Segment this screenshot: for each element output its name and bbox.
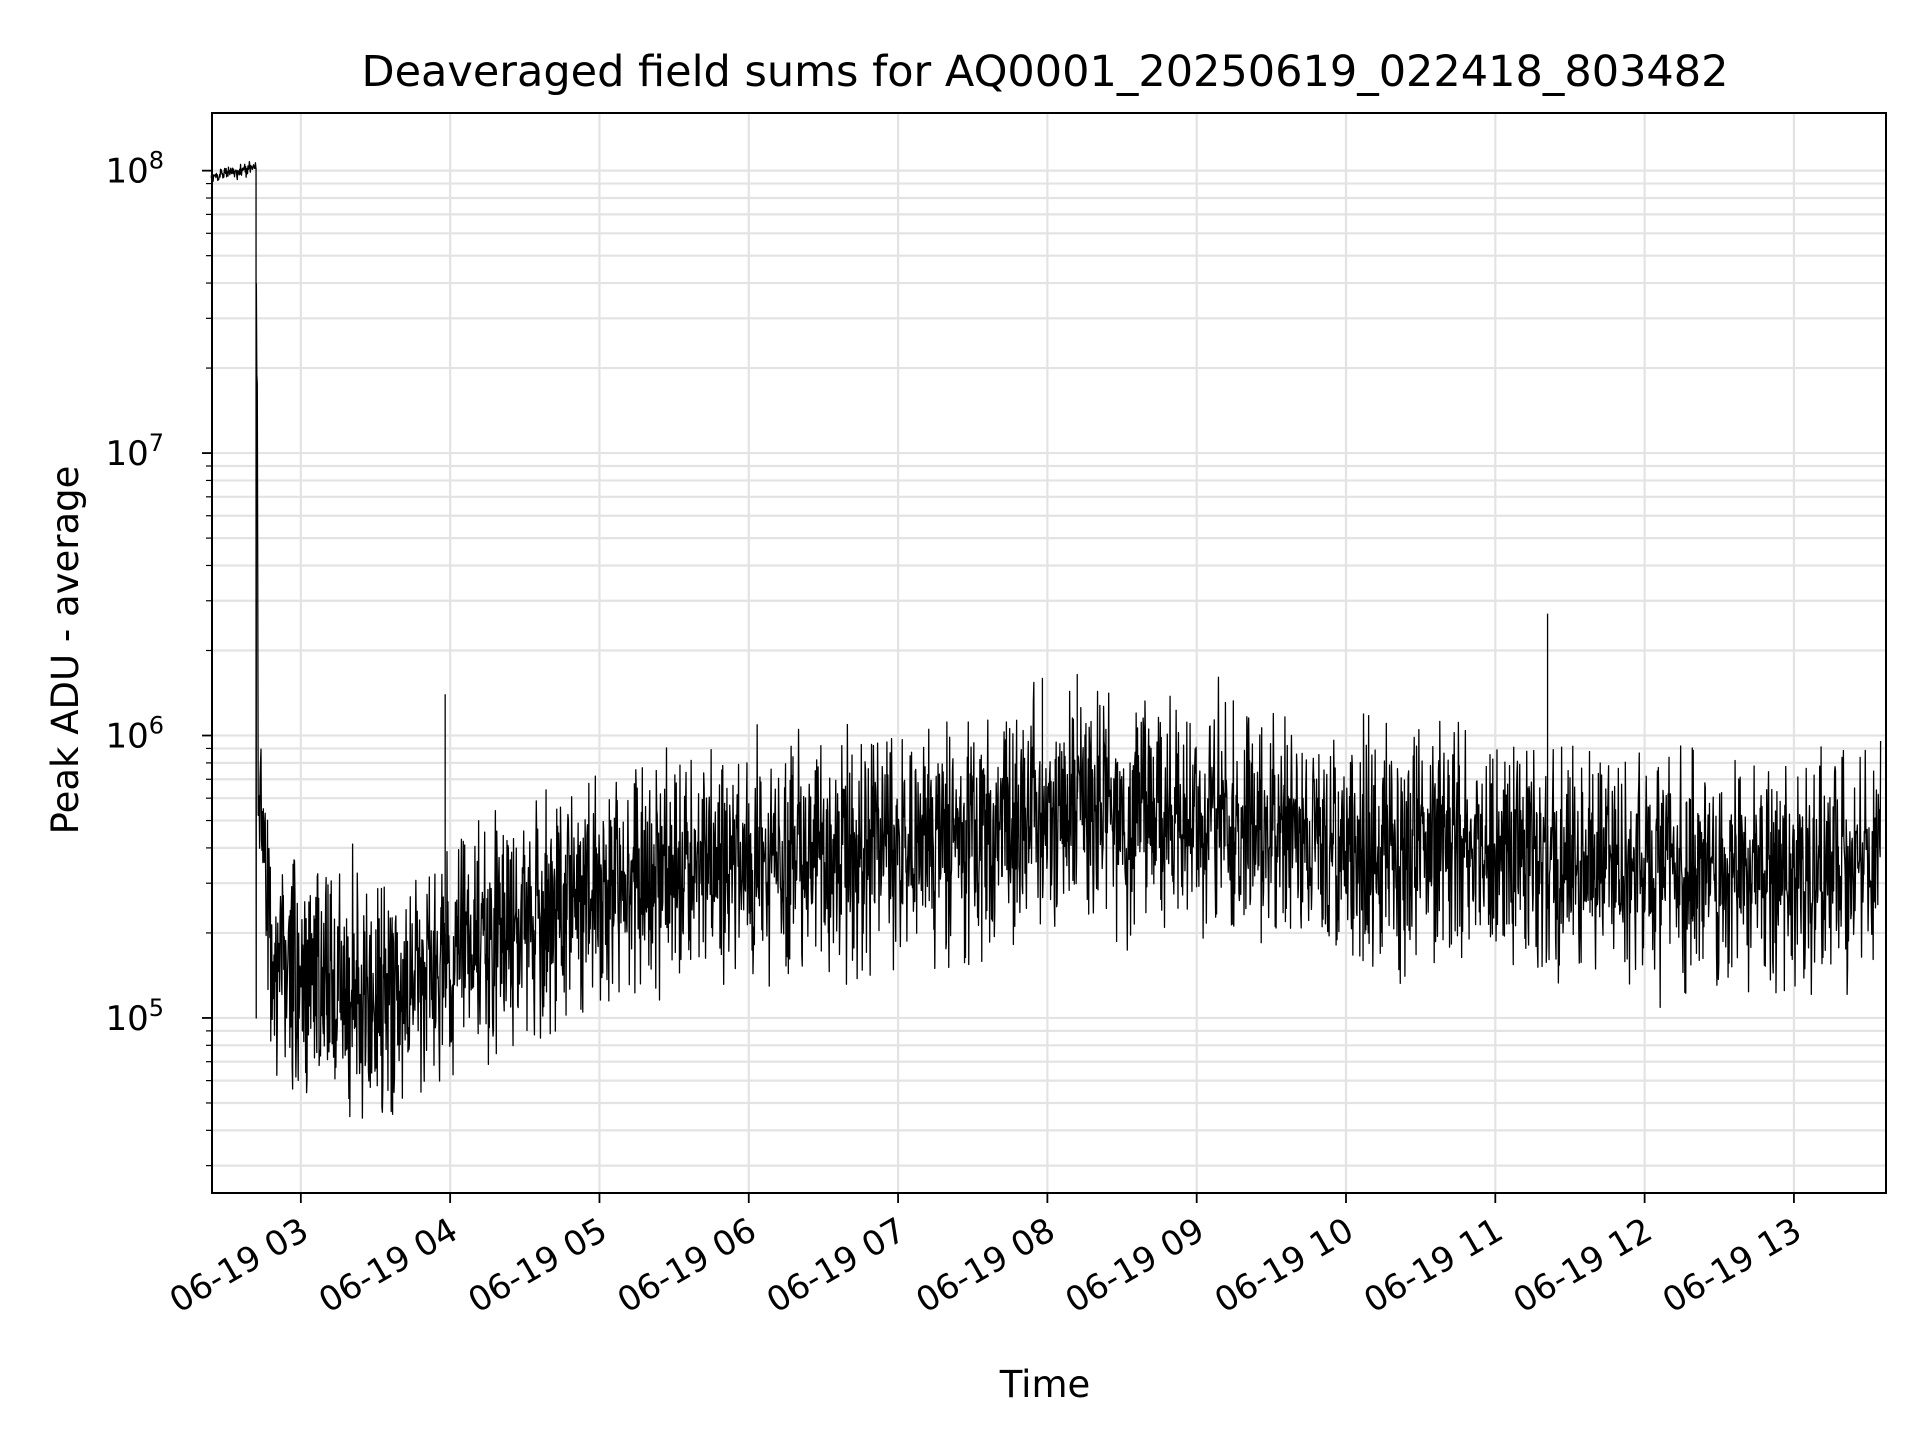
x-tick-label: 06-19 04	[312, 1210, 464, 1321]
y-tick-label: 106	[105, 712, 164, 757]
x-tick-label: 06-19 07	[760, 1210, 912, 1321]
x-tick-label: 06-19 11	[1357, 1210, 1509, 1321]
x-tick-label: 06-19 12	[1507, 1210, 1659, 1321]
y-axis-label: Peak ADU - average	[44, 466, 87, 835]
y-tick-label: 105	[105, 994, 164, 1039]
chart-title: Deaveraged field sums for AQ0001_2025061…	[361, 47, 1728, 97]
plot-frame	[211, 112, 1887, 1194]
x-tick-label: 06-19 08	[909, 1210, 1061, 1321]
x-tick-label: 06-19 03	[163, 1210, 315, 1321]
x-tick-label: 06-19 05	[462, 1210, 614, 1321]
x-tick-label: 06-19 09	[1059, 1210, 1211, 1321]
x-tick-label: 06-19 06	[611, 1210, 763, 1321]
plot-area	[210, 160, 1882, 1119]
x-axis-label: Time	[999, 1363, 1091, 1406]
x-tick-label: 06-19 10	[1208, 1210, 1360, 1321]
series-line	[210, 160, 1882, 1119]
x-tick-label: 06-19 13	[1656, 1210, 1808, 1321]
y-tick-label: 108	[105, 147, 164, 192]
grid-layer	[212, 113, 1886, 1193]
y-tick-label: 107	[105, 429, 164, 474]
